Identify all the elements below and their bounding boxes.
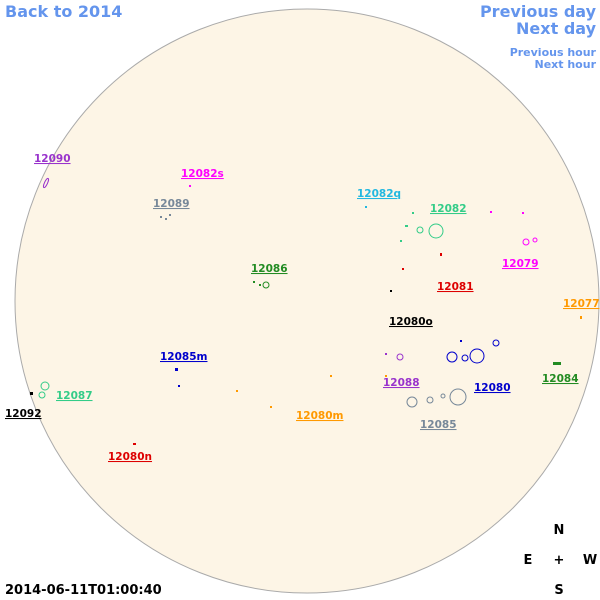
sunspot (440, 393, 446, 399)
region-label[interactable]: 12080 (474, 382, 511, 394)
sunspot (165, 218, 167, 220)
sunspot (175, 368, 178, 371)
sunspot (30, 392, 33, 395)
sunspot (160, 216, 162, 218)
region-label[interactable]: 12085 (420, 419, 457, 431)
previous-hour-link[interactable]: Previous hour (510, 46, 597, 59)
region-label[interactable]: 12087 (56, 390, 93, 402)
region-label[interactable]: 12088 (383, 377, 420, 389)
compass-center: + (554, 553, 565, 568)
region-label[interactable]: 12082q (357, 188, 401, 200)
sunspot (236, 390, 238, 392)
sunspot (553, 362, 561, 365)
compass-west: W (583, 553, 597, 568)
sunspot (460, 340, 462, 342)
sunspot (490, 211, 492, 213)
sunspot (461, 354, 469, 362)
sunspot (469, 348, 485, 364)
compass-north: N (554, 523, 565, 538)
sunspot (133, 443, 136, 445)
sunspot (253, 281, 255, 283)
sunspots (30, 177, 582, 445)
sunspot (522, 212, 524, 214)
sunspot (38, 391, 46, 399)
sunspot (406, 396, 418, 408)
next-day-link[interactable]: Next day (516, 19, 597, 38)
region-label[interactable]: 12085m (160, 351, 208, 363)
region-label[interactable]: 12080n (108, 451, 152, 463)
sunspot (40, 381, 50, 391)
region-label[interactable]: 12086 (251, 263, 288, 275)
sunspot (330, 375, 332, 377)
sunspot (402, 268, 404, 270)
sunspot (178, 385, 180, 387)
sunspot (259, 284, 261, 286)
sunspot (449, 388, 467, 406)
sunspot (522, 238, 530, 246)
sunspot (169, 214, 171, 216)
region-label[interactable]: 12090 (34, 153, 71, 165)
sunspot (532, 237, 538, 243)
sunspot (440, 253, 442, 256)
timestamp: 2014-06-11T01:00:40 (5, 583, 162, 598)
region-label[interactable]: 12084 (542, 373, 579, 385)
region-label[interactable]: 12092 (5, 408, 42, 420)
region-label[interactable]: 12081 (437, 281, 474, 293)
region-label[interactable]: 12077 (563, 298, 600, 310)
sunspot (270, 406, 272, 408)
solar-disk (14, 8, 600, 594)
sunspot (580, 316, 582, 319)
sunspot (189, 185, 191, 187)
region-label[interactable]: 12080m (296, 410, 344, 422)
region-labels: 12090 12082s 12089 12082q 12082 12079 12… (5, 153, 600, 463)
sunspot (396, 353, 404, 361)
sunspot (390, 290, 392, 292)
compass-east: E (524, 553, 533, 568)
sunspot (262, 281, 270, 289)
region-label[interactable]: 12082s (181, 168, 224, 180)
sunspot (400, 240, 402, 242)
sunspot (426, 396, 434, 404)
region-label[interactable]: 12080o (389, 316, 433, 328)
sunspot (446, 351, 458, 363)
region-label[interactable]: 12089 (153, 198, 190, 210)
sunspot (365, 206, 367, 208)
sunspot (42, 177, 50, 189)
back-link[interactable]: Back to 2014 (5, 2, 122, 21)
sunspot (412, 212, 414, 214)
sunspot (416, 226, 424, 234)
sunspot (492, 339, 500, 347)
compass-south: S (554, 583, 563, 598)
sunspot (385, 353, 387, 355)
next-hour-link[interactable]: Next hour (535, 58, 597, 71)
sunspot (405, 225, 408, 227)
region-label[interactable]: 12082 (430, 203, 467, 215)
sunspot (385, 375, 387, 377)
previous-day-link[interactable]: Previous day (480, 2, 597, 21)
region-label[interactable]: 12079 (502, 258, 539, 270)
sunspot (428, 223, 444, 239)
